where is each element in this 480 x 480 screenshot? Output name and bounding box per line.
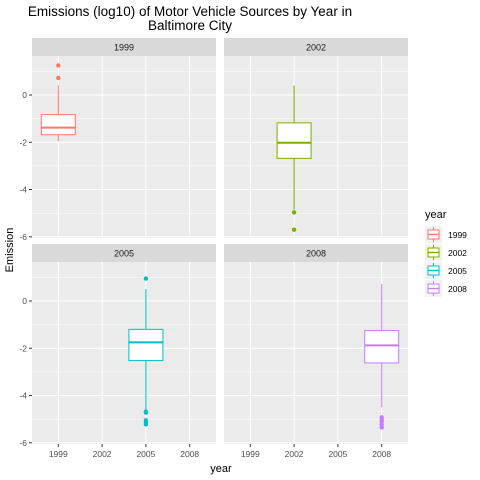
outlier-point: [379, 422, 384, 427]
x-tick-label: 2005: [136, 449, 155, 459]
y-tick-label: -4: [19, 391, 27, 401]
facet-panel-2002: 2002: [224, 38, 408, 238]
x-axis-label: year: [210, 463, 232, 475]
box-iqr: [40, 114, 76, 136]
panel-background: [224, 56, 408, 238]
legend-entry-2008: 2008: [425, 280, 467, 297]
legend-title: year: [425, 209, 447, 221]
panel-background: [32, 262, 216, 444]
facet-strip: [224, 244, 408, 262]
chart-title: Emissions (log10) of Motor Vehicle Sourc…: [28, 4, 352, 33]
x-tick-label: 2008: [372, 449, 391, 459]
box-iqr: [128, 328, 164, 362]
x-tick-label: 2002: [93, 449, 112, 459]
outlier-point: [291, 210, 297, 215]
facet-panel-2008: 2008: [224, 244, 408, 444]
y-tick-label: -6: [19, 438, 27, 448]
outlier-point: [56, 75, 61, 81]
legend-label: 2002: [448, 248, 467, 258]
legend-entry-1999: 1999: [425, 226, 467, 243]
y-tick-label: 0: [22, 296, 27, 306]
facet-panel-2005: 2005: [32, 244, 216, 444]
legend: year 1999 2002 2005 2008: [425, 209, 467, 297]
outlier-point: [143, 422, 149, 427]
boxplot-2008: [364, 283, 400, 430]
facet-panel-1999: 1999: [32, 38, 216, 238]
x-tick-label: 1999: [49, 449, 68, 459]
legend-label: 1999: [448, 230, 467, 240]
legend-label: 2008: [448, 284, 467, 294]
outlier-point: [143, 410, 149, 415]
outlier-point: [143, 276, 149, 281]
box-iqr: [276, 122, 312, 159]
y-tick-label: -6: [19, 232, 27, 242]
facet-strip-label: 2008: [306, 249, 326, 259]
boxplot-2002: [276, 85, 312, 232]
boxplot-2005: [128, 276, 164, 427]
x-tick-label: 2005: [328, 449, 347, 459]
chart-title-line-2: Baltimore City: [148, 18, 232, 33]
y-tick-label: -2: [19, 137, 27, 147]
facet-panels: 1999 2002 2005 2008: [32, 38, 408, 444]
y-tick-label: 0: [22, 90, 27, 100]
outlier-point: [56, 63, 61, 68]
y-axis-label: Emission: [4, 228, 16, 273]
legend-entry-2002: 2002: [425, 244, 467, 261]
x-tick-label: 2002: [285, 449, 304, 459]
outlier-point: [379, 425, 384, 430]
facet-strip: [32, 244, 216, 262]
facet-strip: [32, 38, 216, 56]
x-axis: 1999 2002 2005 2008 1999 2002 2005 2008: [49, 444, 391, 459]
y-tick-label: -4: [19, 185, 27, 195]
panel-background: [32, 56, 216, 238]
outlier-point: [291, 227, 297, 232]
legend-label: 2005: [448, 266, 467, 276]
x-tick-label: 1999: [241, 449, 260, 459]
facet-strip-label: 2002: [306, 43, 326, 53]
boxplot-1999: [40, 63, 76, 142]
facet-strip-label: 1999: [114, 43, 134, 53]
x-tick-label: 2008: [180, 449, 199, 459]
legend-entry-2005: 2005: [425, 262, 467, 279]
chart-title-line-1: Emissions (log10) of Motor Vehicle Sourc…: [28, 4, 352, 19]
y-tick-label: -2: [19, 343, 27, 353]
facet-strip: [224, 38, 408, 56]
box-iqr: [364, 330, 400, 364]
facet-strip-label: 2005: [114, 249, 134, 259]
y-axis: 0 -2 -4 -6 0 -2 -4 -6: [19, 90, 32, 448]
